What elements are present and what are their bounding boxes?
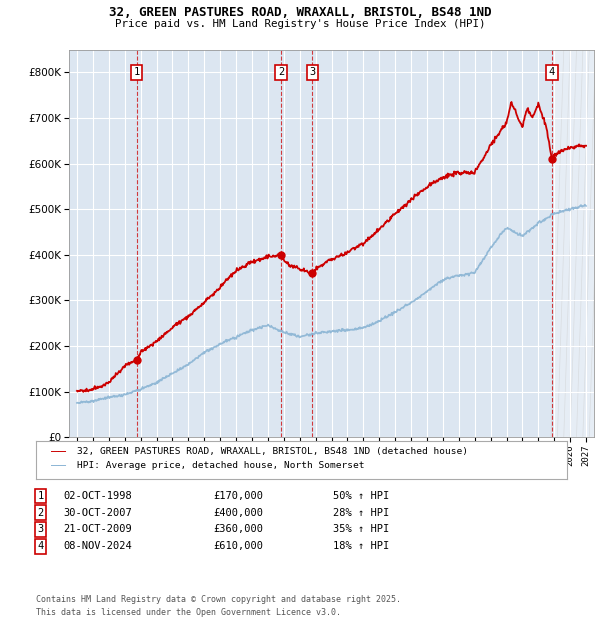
- Text: 32, GREEN PASTURES ROAD, WRAXALL, BRISTOL, BS48 1ND: 32, GREEN PASTURES ROAD, WRAXALL, BRISTO…: [109, 6, 491, 19]
- Text: £360,000: £360,000: [213, 525, 263, 534]
- Text: £170,000: £170,000: [213, 491, 263, 501]
- Text: 3: 3: [309, 68, 316, 78]
- Text: 08-NOV-2024: 08-NOV-2024: [63, 541, 132, 551]
- Text: 1: 1: [133, 68, 140, 78]
- Text: £610,000: £610,000: [213, 541, 263, 551]
- Text: 18% ↑ HPI: 18% ↑ HPI: [333, 541, 389, 551]
- Text: 35% ↑ HPI: 35% ↑ HPI: [333, 525, 389, 534]
- Text: 50% ↑ HPI: 50% ↑ HPI: [333, 491, 389, 501]
- Text: 2: 2: [278, 68, 284, 78]
- Text: 02-OCT-1998: 02-OCT-1998: [63, 491, 132, 501]
- Text: 21-OCT-2009: 21-OCT-2009: [63, 525, 132, 534]
- Text: HPI: Average price, detached house, North Somerset: HPI: Average price, detached house, Nort…: [77, 461, 364, 470]
- Text: 4: 4: [38, 541, 44, 551]
- Text: Price paid vs. HM Land Registry's House Price Index (HPI): Price paid vs. HM Land Registry's House …: [115, 19, 485, 29]
- Text: 2: 2: [38, 508, 44, 518]
- Text: 4: 4: [549, 68, 555, 78]
- Text: 3: 3: [38, 525, 44, 534]
- Text: 1: 1: [38, 491, 44, 501]
- Text: 30-OCT-2007: 30-OCT-2007: [63, 508, 132, 518]
- Text: Contains HM Land Registry data © Crown copyright and database right 2025.
This d: Contains HM Land Registry data © Crown c…: [36, 595, 401, 617]
- Text: ——: ——: [51, 446, 66, 458]
- Text: £400,000: £400,000: [213, 508, 263, 518]
- Text: ——: ——: [51, 459, 66, 472]
- Text: 28% ↑ HPI: 28% ↑ HPI: [333, 508, 389, 518]
- Text: 32, GREEN PASTURES ROAD, WRAXALL, BRISTOL, BS48 1ND (detached house): 32, GREEN PASTURES ROAD, WRAXALL, BRISTO…: [77, 448, 468, 456]
